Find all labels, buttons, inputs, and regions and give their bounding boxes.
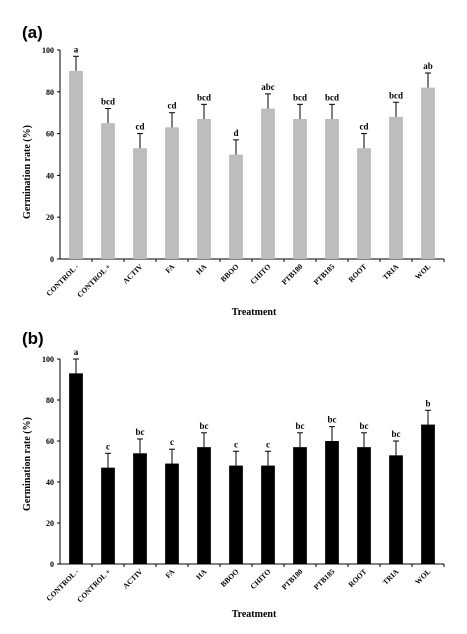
panel-b-sig-label-1: c <box>106 441 110 451</box>
panel-b-category-label-2: ACTIV <box>121 567 145 591</box>
panel-a-bar-7 <box>293 118 307 259</box>
panel-a-y-tick-label-0: 0 <box>50 255 54 264</box>
panel-a-sig-label-5: d <box>233 128 238 138</box>
panel-b-sig-label-10: bc <box>392 429 401 439</box>
panel-a-sig-label-9: cd <box>360 122 369 132</box>
panel-b-category-label-3: FA <box>163 567 176 580</box>
panel-b-y-tick-label-5: 100 <box>42 355 54 364</box>
panel-b-y-tick-label-1: 20 <box>46 519 54 528</box>
panel-b-sig-label-8: bc <box>328 415 337 425</box>
panel-b-sig-label-0: a <box>74 347 79 357</box>
panel-b-bar-6 <box>261 465 275 564</box>
panel-a-bar-5 <box>229 154 243 259</box>
panel-b-category-label-1: CONTROL + <box>75 567 112 604</box>
panel-b-bar-10 <box>389 455 403 564</box>
panel-b-label: (b) <box>22 329 44 348</box>
panel-a-category-label-8: PTB185 <box>312 262 337 287</box>
panel-b-bar-11 <box>421 424 435 564</box>
panel-a-sig-label-11: ab <box>423 61 433 71</box>
panel-a-label: (a) <box>22 23 43 42</box>
panel-a-category-label-1: CONTROL + <box>75 262 112 299</box>
panel-a-sig-label-1: bcd <box>101 97 115 107</box>
panel-a-bar-11 <box>421 87 435 260</box>
panel-a-y-tick-label-5: 100 <box>42 46 54 55</box>
panel-a-category-label-9: ROOT <box>346 262 368 284</box>
panel-a-bar-8 <box>325 118 339 259</box>
panel-a-y-tick-label-2: 40 <box>46 171 54 180</box>
panel-a-y-tick-label-1: 20 <box>46 213 54 222</box>
panel-a-sig-label-3: cd <box>168 101 177 111</box>
panel-a-category-label-7: PTB180 <box>280 262 305 287</box>
panel-a-category-label-5: BBOO <box>219 262 241 284</box>
panel-a-sig-label-6: abc <box>261 82 275 92</box>
panel-b-category-label-8: PTB185 <box>312 567 337 592</box>
panel-a-bar-0 <box>69 70 83 260</box>
panel-b-bar-2 <box>133 453 147 564</box>
panel-a-y-tick-label-4: 80 <box>46 88 54 97</box>
panel-a: (a) Germination rate (%) Treatment 0 20 40… <box>22 23 445 318</box>
panel-b-y-tick-label-3: 60 <box>46 437 54 446</box>
panel-b-bar-8 <box>325 441 339 564</box>
panel-a-bar-3 <box>165 127 179 259</box>
panel-b-bar-5 <box>229 465 243 564</box>
panel-a-bar-4 <box>197 118 211 259</box>
panel-a-category-label-11: WOL <box>413 262 432 281</box>
panel-a-bar-10 <box>389 116 403 259</box>
panel-a-bar-1 <box>101 123 115 260</box>
panel-b-y-axis-title: Germination rate (%) <box>22 417 33 511</box>
panel-b-sig-label-7: bc <box>296 421 305 431</box>
panel-b-category-label-7: PTB180 <box>280 567 305 592</box>
panel-a-sig-label-0: a <box>74 44 79 54</box>
panel-b-x-axis-title: Treatment <box>232 609 277 620</box>
panel-a-y-tick-label-3: 60 <box>46 130 54 139</box>
panel-b-sig-label-11: b <box>425 398 430 408</box>
panel-b-y-tick-label-4: 80 <box>46 396 54 405</box>
panel-b-bar-9 <box>357 447 371 564</box>
panel-a-y-axis-title: Germination rate (%) <box>22 125 33 219</box>
panel-a-category-label-6: CHITO <box>248 262 272 286</box>
panel-a-sig-label-10: bcd <box>389 90 403 100</box>
panel-b-category-label-5: BBOO <box>219 567 241 589</box>
panel-b-bar-4 <box>197 447 211 564</box>
panel-b-category-label-10: TRIA <box>381 567 401 587</box>
panel-a-category-label-2: ACTIV <box>121 262 145 286</box>
panel-b-sig-label-4: bc <box>200 421 209 431</box>
panel-b-sig-label-2: bc <box>136 427 145 437</box>
panel-b-bar-1 <box>101 467 115 564</box>
panel-a-bar-2 <box>133 148 147 259</box>
panel-b-category-label-9: ROOT <box>346 567 368 589</box>
panel-b-sig-label-6: c <box>266 439 270 449</box>
panel-b: (b) Germination rate (%) Treatment 0 20 40… <box>22 329 445 620</box>
panel-a-sig-label-4: bcd <box>197 92 211 102</box>
panel-a-sig-label-8: bcd <box>325 92 339 102</box>
panel-b-sig-label-3: c <box>170 437 174 447</box>
panel-a-category-label-4: HA <box>194 262 209 277</box>
panel-a-x-axis-title: Treatment <box>232 307 277 318</box>
panel-b-bar-0 <box>69 373 83 564</box>
panel-a-sig-label-2: cd <box>136 122 145 132</box>
panel-b-bar-7 <box>293 447 307 564</box>
panel-b-y-tick-label-0: 0 <box>50 560 54 569</box>
panel-a-bar-6 <box>261 108 275 260</box>
panel-a-bar-9 <box>357 148 371 259</box>
panel-a-category-label-10: TRIA <box>381 262 401 282</box>
panel-b-category-label-6: CHITO <box>248 567 272 591</box>
panel-b-category-label-11: WOL <box>413 567 432 586</box>
panel-b-bar-3 <box>165 463 179 564</box>
panel-b-category-label-4: HA <box>194 567 209 582</box>
panel-b-y-tick-label-2: 40 <box>46 478 54 487</box>
panel-a-category-label-3: FA <box>163 262 176 275</box>
panel-b-sig-label-9: bc <box>360 421 369 431</box>
panel-a-sig-label-7: bcd <box>293 92 307 102</box>
panel-b-sig-label-5: c <box>234 439 238 449</box>
